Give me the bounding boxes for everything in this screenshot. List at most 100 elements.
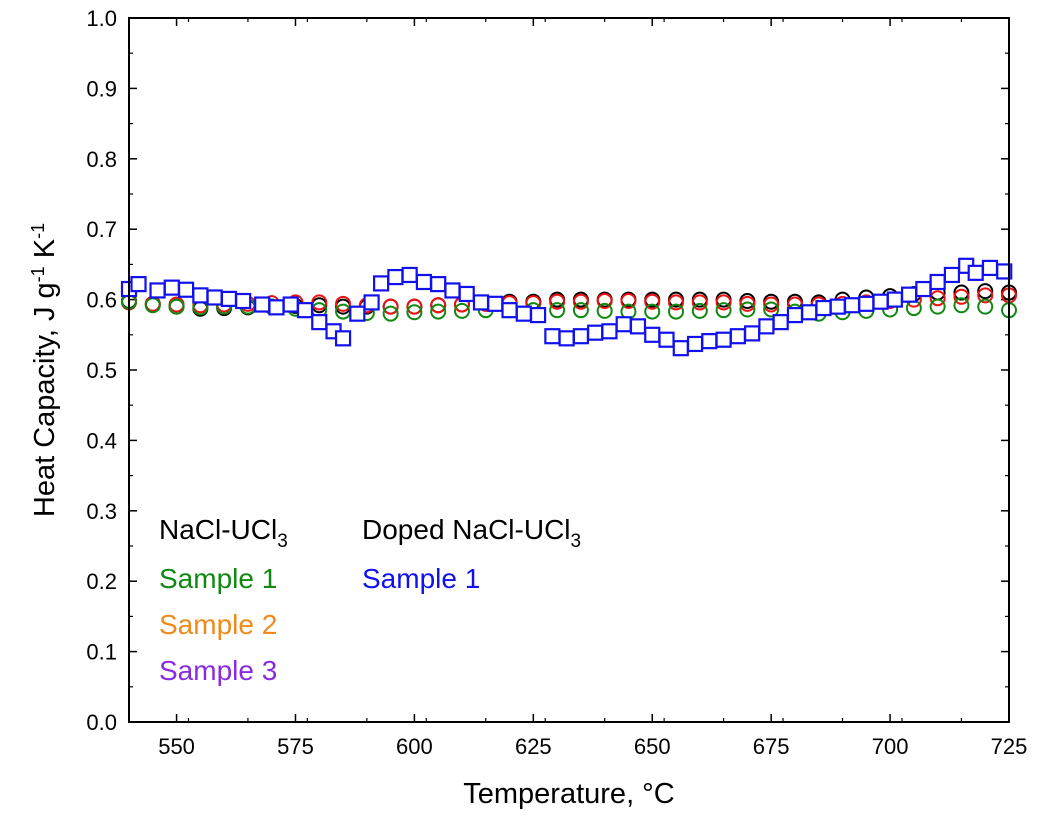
legend-item-doped-sample-1: Sample 1 xyxy=(362,563,480,594)
data-point xyxy=(981,259,999,277)
data-point xyxy=(382,298,399,315)
data-point xyxy=(772,314,789,331)
data-point xyxy=(254,296,271,313)
data-point xyxy=(763,296,780,313)
data-point xyxy=(843,297,861,314)
data-point xyxy=(206,289,223,306)
data-point xyxy=(220,290,237,307)
data-point xyxy=(268,299,285,316)
data-point xyxy=(801,304,818,321)
data-point xyxy=(572,293,589,310)
x-tick-label: 675 xyxy=(753,734,790,759)
data-point xyxy=(620,293,637,310)
data-point xyxy=(149,282,166,299)
data-point xyxy=(549,293,566,310)
data-point xyxy=(601,323,618,340)
y-tick-label: 0.6 xyxy=(86,288,117,313)
x-tick-label: 725 xyxy=(991,734,1028,759)
data-point xyxy=(549,302,566,319)
data-point xyxy=(786,306,804,324)
data-point xyxy=(430,297,447,314)
data-point xyxy=(406,298,423,315)
data-point xyxy=(572,302,589,319)
legend: NaCl-UCl3 Sample 1 Sample 2 Sample 3 Dop… xyxy=(159,514,581,686)
data-point xyxy=(929,273,946,291)
data-point xyxy=(596,293,613,310)
legend-item-nacl-sample-2: Sample 2 xyxy=(159,609,277,640)
y-tick-label: 0.0 xyxy=(86,710,117,735)
data-point xyxy=(943,266,961,284)
data-point xyxy=(587,324,604,341)
data-point xyxy=(977,283,994,300)
data-point xyxy=(691,294,708,311)
legend-item-nacl-sample-3: Sample 3 xyxy=(159,655,277,686)
data-point xyxy=(334,330,352,347)
y-tick-label: 0.4 xyxy=(86,428,117,453)
data-point xyxy=(929,298,946,315)
data-point xyxy=(192,287,209,304)
plot-frame xyxy=(128,17,1010,723)
data-point xyxy=(487,295,504,312)
data-point xyxy=(558,330,575,347)
data-point xyxy=(515,305,532,322)
data-point xyxy=(644,326,661,343)
x-tick-label: 600 xyxy=(396,734,433,759)
legend-item-nacl-sample-1: Sample 1 xyxy=(159,563,277,594)
series-doped-sample-1 xyxy=(120,257,1013,357)
data-point xyxy=(430,303,447,320)
data-point xyxy=(363,294,380,311)
data-point xyxy=(977,287,994,304)
data-point xyxy=(701,333,718,350)
data-point xyxy=(872,293,889,310)
data-point xyxy=(529,306,547,324)
y-tick-label: 0.1 xyxy=(86,640,117,665)
data-point xyxy=(453,302,470,319)
data-point xyxy=(691,302,708,319)
x-tick-label: 625 xyxy=(515,734,552,759)
data-point xyxy=(901,286,918,303)
plot-area xyxy=(120,257,1017,357)
data-point xyxy=(658,331,675,348)
data-point xyxy=(311,314,328,331)
data-point xyxy=(472,294,490,311)
data-point xyxy=(953,284,970,301)
data-point xyxy=(430,276,447,293)
data-point xyxy=(235,292,252,310)
data-point xyxy=(501,302,518,319)
data-point xyxy=(373,275,390,292)
data-point xyxy=(296,302,314,319)
data-point xyxy=(715,294,732,311)
data-point xyxy=(177,281,195,298)
data-point xyxy=(572,328,589,345)
x-tick-label: 575 xyxy=(277,734,314,759)
data-point xyxy=(282,296,299,313)
legend-group1-title: NaCl-UCl3 xyxy=(159,514,288,552)
x-axis-title: Temperature, °C xyxy=(463,778,674,810)
data-point xyxy=(668,303,685,320)
data-point xyxy=(715,331,732,348)
data-point xyxy=(335,295,352,312)
data-point xyxy=(349,305,366,322)
x-tick-label: 550 xyxy=(158,734,195,759)
data-point xyxy=(858,295,875,312)
data-point xyxy=(739,301,756,318)
data-point xyxy=(815,299,832,317)
data-point xyxy=(686,335,704,353)
data-point xyxy=(163,279,180,296)
data-point xyxy=(996,263,1013,280)
data-point xyxy=(644,293,661,310)
data-point xyxy=(458,285,475,303)
y-tick-label: 1.0 xyxy=(86,6,117,31)
data-point xyxy=(596,302,613,319)
data-point xyxy=(168,298,185,315)
y-tick-label: 0.3 xyxy=(86,499,117,524)
data-point xyxy=(382,305,399,322)
y-tick-label: 0.8 xyxy=(86,147,117,172)
data-point xyxy=(668,294,685,311)
data-point xyxy=(886,291,903,308)
data-point xyxy=(672,340,689,357)
data-point xyxy=(615,316,632,333)
data-point xyxy=(387,268,404,286)
data-point xyxy=(629,318,647,335)
